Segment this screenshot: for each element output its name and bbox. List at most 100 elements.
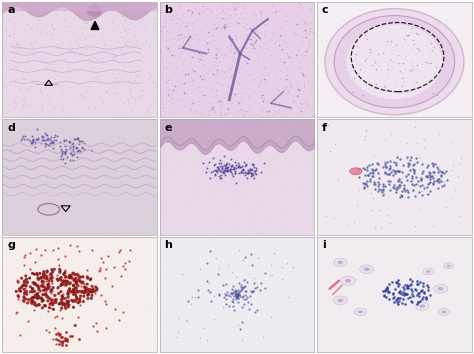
Point xyxy=(88,88,95,94)
Point xyxy=(300,41,307,46)
Point xyxy=(233,12,240,17)
Point xyxy=(180,33,187,39)
Point xyxy=(343,22,351,27)
Point xyxy=(232,65,239,70)
Point xyxy=(164,67,172,72)
Point xyxy=(373,140,381,145)
Point xyxy=(315,276,323,281)
Point xyxy=(212,16,220,21)
Point xyxy=(186,73,194,79)
Point xyxy=(113,165,120,171)
Point xyxy=(434,176,442,182)
Point xyxy=(310,37,318,43)
Point xyxy=(95,173,102,178)
Point xyxy=(273,29,280,35)
Point xyxy=(177,75,185,81)
Point xyxy=(445,132,452,137)
Point xyxy=(183,4,191,9)
Point xyxy=(412,133,420,138)
Point xyxy=(416,51,424,57)
Point xyxy=(294,108,302,113)
Point xyxy=(430,172,438,178)
Point xyxy=(69,188,77,194)
Point xyxy=(437,178,445,184)
Point xyxy=(420,267,428,273)
Point xyxy=(228,46,236,52)
Point xyxy=(323,347,330,352)
Point xyxy=(61,198,69,204)
Point xyxy=(301,120,308,126)
Point xyxy=(34,293,42,298)
Point xyxy=(331,164,338,170)
Point xyxy=(381,190,388,196)
Point xyxy=(80,143,87,148)
Point xyxy=(180,80,188,86)
Point xyxy=(31,216,38,222)
Point xyxy=(28,144,36,149)
Point xyxy=(302,285,310,290)
Point xyxy=(232,274,239,280)
Point xyxy=(423,232,431,237)
Point xyxy=(37,31,45,37)
Point xyxy=(98,202,105,208)
Point xyxy=(88,53,96,58)
Point xyxy=(225,6,232,12)
Point xyxy=(33,303,40,308)
Point xyxy=(115,80,122,85)
Point xyxy=(79,230,86,236)
Point xyxy=(107,134,114,140)
Point xyxy=(94,23,102,29)
Point xyxy=(348,238,356,244)
Point xyxy=(88,289,95,295)
Point xyxy=(256,109,264,115)
Point xyxy=(144,29,151,35)
Point xyxy=(334,339,342,344)
Point xyxy=(411,193,419,199)
Point xyxy=(156,87,164,93)
Point xyxy=(133,90,140,96)
Point xyxy=(190,77,197,83)
Point xyxy=(102,61,110,67)
Point xyxy=(27,299,35,304)
Point xyxy=(276,45,283,51)
Point xyxy=(309,159,317,165)
Point xyxy=(11,37,18,43)
Point xyxy=(307,58,314,63)
Point xyxy=(137,94,145,100)
Point xyxy=(403,177,410,182)
Point xyxy=(26,275,34,281)
Point xyxy=(216,27,224,32)
Point xyxy=(432,204,439,210)
Point xyxy=(332,41,340,46)
Point xyxy=(131,320,139,326)
Point xyxy=(286,4,293,10)
Point xyxy=(194,188,201,194)
Point xyxy=(379,330,387,336)
Point xyxy=(363,82,370,87)
Point xyxy=(302,126,310,132)
Point xyxy=(357,96,365,101)
Point xyxy=(264,10,272,15)
Point xyxy=(221,63,228,69)
Point xyxy=(201,48,209,53)
Point xyxy=(390,59,397,65)
Point xyxy=(415,208,422,214)
Point xyxy=(89,188,97,194)
Point xyxy=(250,175,257,181)
Point xyxy=(265,268,273,274)
Point xyxy=(166,289,173,294)
Point xyxy=(388,323,395,329)
Point xyxy=(125,277,132,283)
Point xyxy=(218,27,225,33)
Point xyxy=(254,112,262,118)
Point xyxy=(111,85,119,90)
Point xyxy=(393,27,401,33)
Point xyxy=(364,167,371,173)
Point xyxy=(143,26,150,32)
Point xyxy=(28,295,36,301)
Point xyxy=(395,325,403,330)
Point xyxy=(152,337,159,342)
Point xyxy=(442,17,450,23)
Point xyxy=(187,106,195,112)
Point xyxy=(428,173,436,179)
